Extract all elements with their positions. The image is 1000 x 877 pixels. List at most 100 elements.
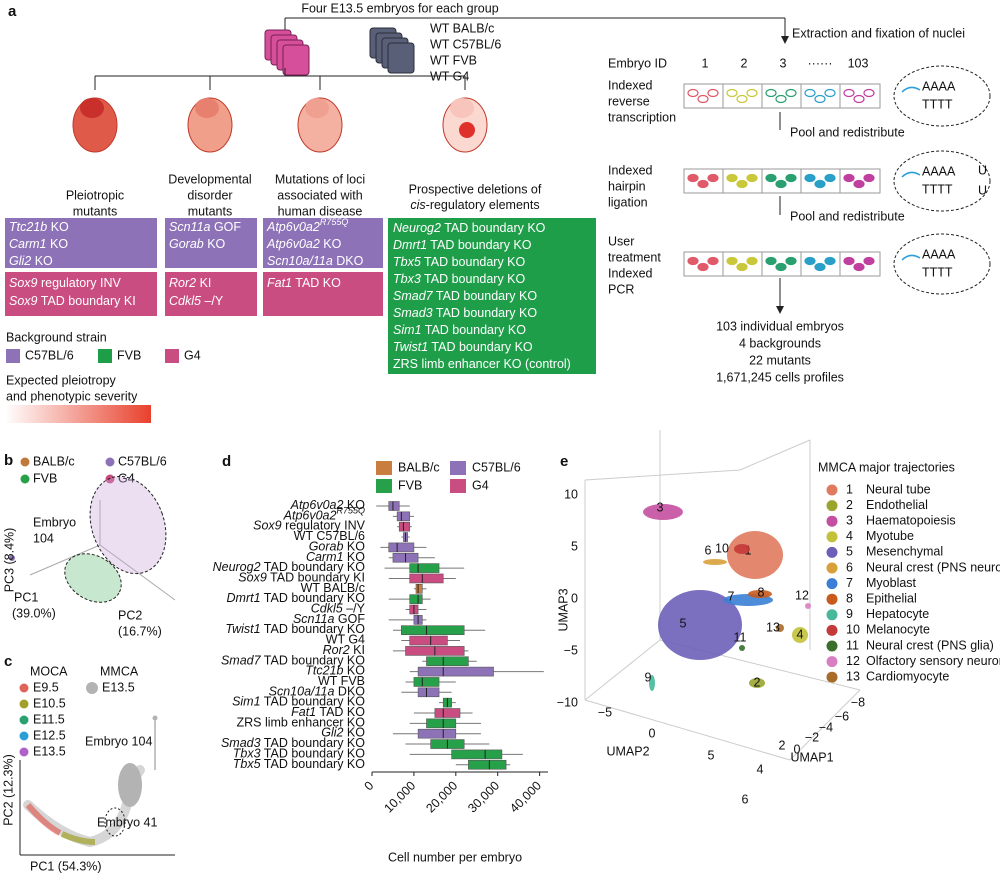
legend-label: G4	[184, 348, 201, 362]
label-part: TAD KO	[316, 705, 365, 719]
group-title: human disease	[278, 204, 363, 218]
row-label: Sox9 TAD boundary KI	[238, 571, 365, 585]
outlier-point	[9, 555, 15, 561]
x-tick-label: 10,000	[381, 779, 418, 816]
grid-edge	[584, 469, 741, 481]
nucleus-icon	[853, 94, 865, 104]
legend-text: Expected pleiotropy	[6, 373, 117, 387]
label-part: KO	[47, 237, 69, 251]
annotation: 104	[33, 531, 54, 545]
mutant-item: Smad3 TAD boundary KO	[393, 306, 537, 320]
gene-name: Twist1	[393, 340, 428, 354]
row-label: Dmrt1 TAD boundary KO	[227, 591, 366, 605]
row-label: Fat1 TAD KO	[291, 705, 365, 719]
legend-label: Myoblast	[866, 576, 917, 590]
row-label: Tbx3 TAD boundary KO	[233, 747, 366, 761]
nucleus-icon	[746, 173, 758, 183]
header-text: Four E13.5 embryos for each group	[301, 1, 498, 15]
label-part: KO	[31, 254, 53, 268]
gene-name: Carm1	[9, 237, 47, 251]
strain-box	[5, 218, 157, 268]
strain-box	[165, 272, 257, 316]
cluster-cloud	[118, 763, 142, 807]
label-part: KO	[343, 550, 365, 564]
mutant-item: Scn10a/11a DKO	[267, 254, 364, 268]
panel-label: b	[4, 452, 13, 469]
label-part: –/Y	[343, 602, 366, 616]
x-tick-label: 20,000	[423, 779, 460, 816]
summary-text: 1,671,245 cells profiles	[716, 370, 844, 384]
label-part: GOF	[210, 220, 241, 234]
nucleus-icon	[785, 88, 797, 98]
label-part: TAD boundary KI	[267, 571, 365, 585]
tick-label: −2	[805, 730, 819, 744]
sequence-text: TTTT	[922, 182, 953, 196]
gene-name: Scn11a	[169, 220, 211, 234]
gene-name: Fat1	[267, 276, 292, 290]
group-title: mutants	[188, 204, 232, 218]
gene-name: Tbx5	[233, 757, 261, 771]
legend-dot	[826, 515, 838, 527]
cluster-blob	[658, 590, 742, 660]
mutant-item: Scn11a GOF	[169, 220, 241, 234]
summary-text: 22 mutants	[749, 353, 811, 367]
embryo-image	[387, 42, 415, 74]
legend-dot	[826, 593, 838, 605]
gene-name: Sox9	[253, 519, 282, 533]
label-part: –/Y	[201, 294, 224, 308]
label-part: KO	[47, 220, 69, 234]
legend-label: Melanocyte	[866, 623, 930, 637]
box	[415, 583, 423, 594]
gene-name: Smad3	[393, 306, 433, 320]
gene-name: Neurog2	[213, 560, 261, 574]
gene-name: Neurog2	[393, 221, 441, 235]
nucleus-icon	[707, 173, 719, 183]
embryo-image	[282, 44, 310, 76]
mutant-item: Atp6v0a2R755Q	[266, 217, 348, 234]
molecule-strand	[901, 171, 921, 178]
legend-dot	[19, 699, 29, 709]
label-part: TAD KO	[292, 276, 341, 290]
panel-label: d	[222, 453, 231, 470]
tick-label: 0	[794, 742, 801, 756]
question-icon	[459, 122, 475, 138]
legend-title: MOCA	[30, 664, 68, 678]
molecule-zoom	[893, 150, 991, 212]
step-label: reverse	[608, 94, 650, 108]
cluster-id: 10	[715, 541, 729, 555]
legend-dot	[826, 578, 838, 590]
tick-label: 10	[564, 487, 578, 501]
nucleus-icon	[863, 256, 875, 266]
row-label: Carm1 KO	[306, 550, 365, 564]
axis-label: PC1	[14, 590, 38, 604]
nucleus-icon	[775, 94, 787, 104]
gene-name: Cdkl5	[169, 294, 201, 308]
box	[417, 687, 440, 698]
step-label: ligation	[608, 195, 648, 209]
legend-label: E9.5	[33, 680, 59, 694]
box	[398, 521, 411, 532]
legend-dot	[826, 671, 838, 683]
label-part: GOF	[334, 612, 365, 626]
label-part: TAD boundary KO	[261, 757, 366, 771]
label-part: TAD boundary KI	[38, 294, 136, 308]
legend-title: Background strain	[6, 330, 107, 344]
label-part: TAD boundary KO	[433, 306, 538, 320]
nucleus-icon	[697, 262, 709, 272]
outlier-point	[152, 715, 158, 721]
axis-label: (39.0%)	[12, 606, 56, 620]
legend-label: E12.5	[33, 728, 66, 742]
tick-label: 0	[649, 726, 656, 740]
summary-text: 4 backgrounds	[739, 336, 821, 350]
nucleus-icon	[843, 256, 855, 266]
legend-dot	[19, 747, 29, 757]
cluster-outline	[104, 807, 126, 837]
box	[388, 542, 415, 553]
cluster-blob	[792, 627, 808, 643]
gene-name: Dmrt1	[393, 238, 427, 252]
legend-dot	[826, 640, 838, 652]
label-part: WT FVB	[318, 674, 365, 688]
cluster-blob	[776, 624, 784, 632]
legend-label: Myotube	[866, 529, 914, 543]
legend-title: MMCA major trajectories	[818, 460, 955, 474]
